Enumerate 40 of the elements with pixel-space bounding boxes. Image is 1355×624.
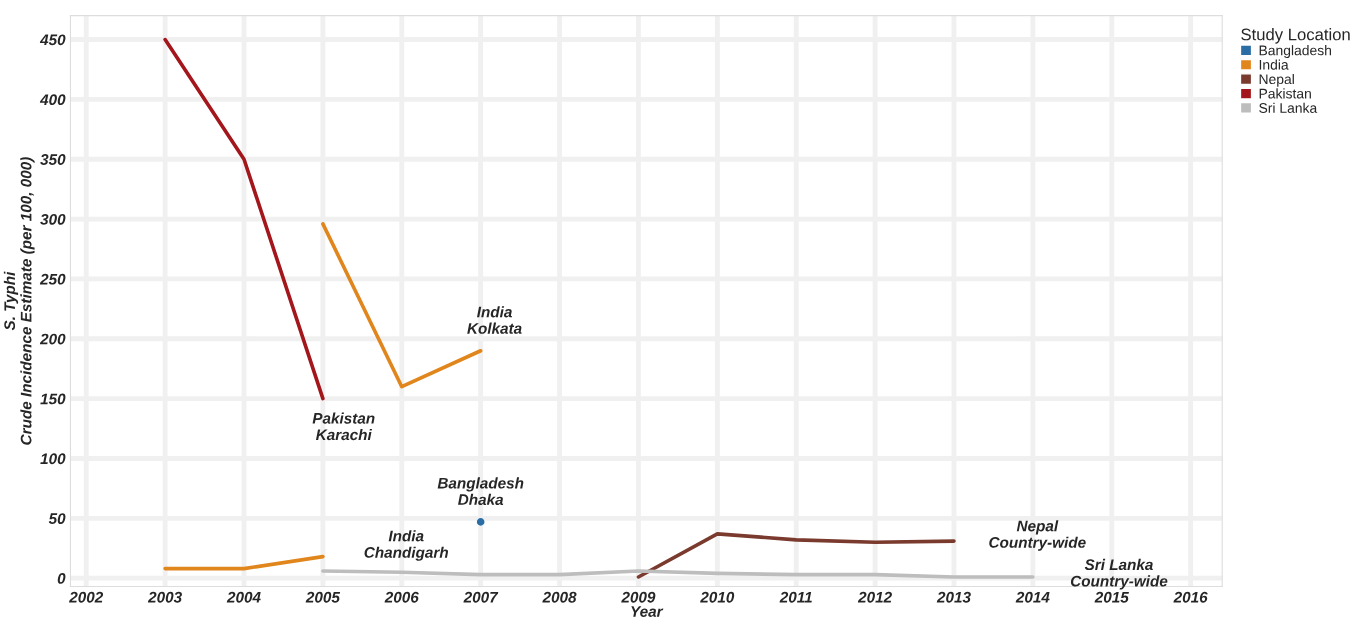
x-tick-label: 2012 — [857, 591, 892, 603]
x-tick-label: 2008 — [542, 591, 577, 603]
x-tick-label: 2006 — [384, 591, 419, 603]
x-tick-label: 2016 — [1173, 591, 1208, 603]
legend-label: Nepal — [1259, 73, 1294, 87]
legend-label: Pakistan — [1259, 88, 1311, 99]
line-series — [636, 532, 956, 579]
y-tick-label: 50 — [48, 513, 66, 525]
y-tick-label: 450 — [39, 34, 66, 46]
y-tick-label: 300 — [40, 213, 66, 225]
y-tick-label: 250 — [39, 273, 66, 285]
x-tick-label: 2004 — [226, 591, 261, 603]
x-tick-label: 2014 — [1015, 591, 1050, 603]
y-tick-label: 150 — [40, 393, 66, 405]
y-tick-label: 0 — [57, 573, 66, 584]
x-tick-label: 2011 — [779, 591, 812, 603]
y-tick-label: 400 — [39, 94, 66, 106]
annotation: India Kolkata — [467, 306, 522, 334]
y-tick-label: 200 — [39, 333, 66, 345]
annotation: Sri Lanka Country-wide — [1070, 558, 1168, 590]
x-tick-label: 2009 — [621, 591, 656, 603]
annotation: Bangladesh Dhaka — [437, 477, 524, 506]
x-tick-label: 2005 — [305, 591, 341, 603]
annotation: Pakistan Karachi — [312, 412, 375, 441]
x-tick-label: 2007 — [463, 591, 499, 603]
x-axis-title: Year — [631, 606, 664, 617]
legend-label: Sri Lanka — [1259, 102, 1318, 113]
y-axis-title: S. Typhi Crude Incidence Estimate (per 100, 000) — [3, 157, 35, 445]
x-tick-label: 2010 — [700, 591, 735, 603]
x-tick-label: 2015 — [1094, 591, 1129, 603]
annotation: Nepal Country-wide — [989, 520, 1086, 551]
legend-label: India — [1259, 59, 1289, 70]
y-tick-label: 100 — [40, 453, 66, 465]
x-tick-label: 2013 — [936, 591, 971, 603]
annotation: India Chandigarh — [364, 530, 449, 561]
legend-title: Study Location — [1241, 28, 1350, 44]
legend-label: Bangladesh — [1259, 45, 1331, 59]
x-tick-label: 2003 — [147, 591, 182, 603]
x-tick-label: 2002 — [69, 591, 104, 603]
y-tick-label: 350 — [40, 154, 66, 165]
